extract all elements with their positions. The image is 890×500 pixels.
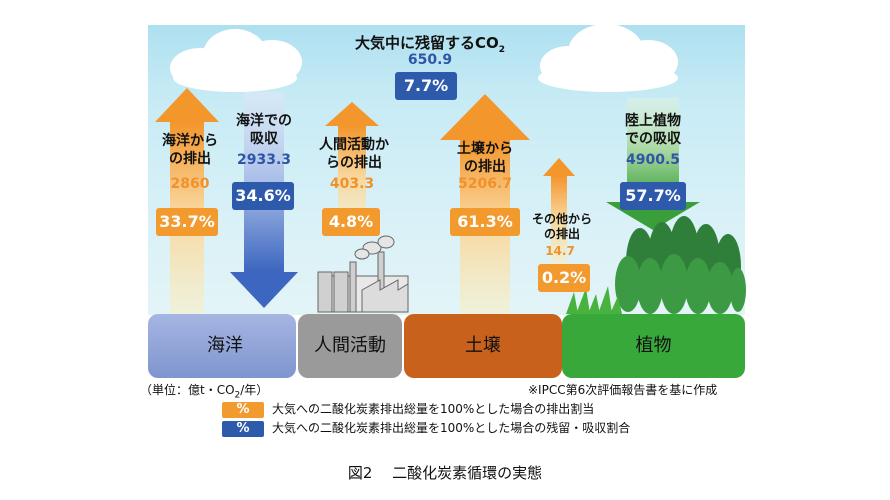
ocean-source-label: 海洋: [207, 335, 243, 356]
cloud-right: [538, 24, 678, 92]
arrow-other-emission: [543, 158, 575, 268]
legend-row-absorption: % 大気への二酸化炭素排出総量を100%とした場合の残留・吸収割合: [222, 419, 630, 437]
atmosphere-value: 650.9: [407, 52, 453, 68]
legend-row-emission: % 大気への二酸化炭素排出総量を100%とした場合の排出割当: [222, 400, 594, 418]
legend-text-absorption: 大気への二酸化炭素排出総量を100%とした場合の残留・吸収割合: [272, 421, 631, 435]
unit-note: （単位：億t・CO2/年）: [140, 383, 269, 401]
cloud-left: [170, 29, 302, 92]
ocean-emission-label: 海洋から の排出: [162, 133, 218, 167]
human-emission-label: 人間活動か らの排出: [319, 137, 389, 171]
factory-illustration: [317, 235, 409, 313]
soil-source-label: 土壌: [465, 335, 501, 356]
human-box-shape: [298, 314, 402, 378]
plant-absorption-percent-badge: 57.7%: [620, 182, 686, 210]
ocean-absorption-value: 2933.3: [236, 152, 292, 168]
other-emission-percent-badge: 0.2%: [538, 264, 590, 292]
source-note: ※IPCC第6次評価報告書を基に作成: [528, 383, 718, 397]
soil-emission-value: 5206.7: [457, 176, 513, 192]
atmosphere-label: 大気中に残留するCO2: [354, 34, 506, 55]
plant-absorption-value: 4900.5: [625, 152, 681, 168]
forest-illustration: [566, 216, 746, 314]
ocean-absorption-label: 海洋での 吸収: [236, 113, 292, 147]
other-emission-label: その他から の排出: [531, 212, 592, 241]
ocean-emission-value: 2860: [170, 176, 210, 192]
plant-source-label: 植物: [635, 335, 672, 356]
plant-box-shape: [562, 314, 745, 378]
plant-absorption-label: 陸上植物 での吸収: [625, 113, 681, 147]
ocean-emission-percent-badge: 33.7%: [156, 208, 218, 236]
legend-text-emission: 大気への二酸化炭素排出総量を100%とした場合の排出割当: [272, 402, 595, 416]
other-emission-value: 14.7: [545, 244, 575, 258]
figure-caption: 図2 二酸化炭素循環の実態: [347, 464, 543, 482]
soil-emission-label: 土壌から の排出: [457, 141, 513, 175]
human-emission-percent-badge: 4.8%: [322, 208, 380, 236]
human-emission-value: 403.3: [329, 176, 375, 192]
ocean-absorption-percent-badge: 34.6%: [232, 182, 294, 210]
ocean-box-shape: [148, 314, 296, 378]
legend-swatch-blue: %: [222, 420, 264, 437]
arrow-soil-emission: [440, 94, 530, 314]
arrow-ocean-emission: [155, 88, 219, 314]
legend-swatch-orange: %: [222, 401, 264, 418]
human-source-label: 人間活動: [314, 335, 386, 356]
soil-box-shape: [404, 314, 562, 378]
soil-emission-percent-badge: 61.3%: [450, 208, 520, 236]
atmosphere-percent-badge: 7.7%: [395, 72, 457, 100]
